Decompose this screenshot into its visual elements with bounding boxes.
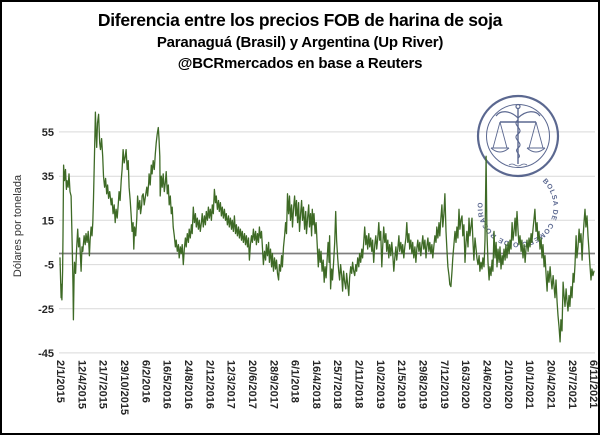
x-tick-label: 6/11/2021 <box>587 360 599 408</box>
x-tick-label: 24/6/2020 <box>481 360 493 409</box>
x-tick-label: 29/8/2019 <box>417 360 429 409</box>
y-tick-label: 35 <box>42 171 54 183</box>
caduceus-and-scales-icon <box>490 103 546 167</box>
chart-source: @BCRmercados en base a Reuters <box>177 55 423 72</box>
y-tick-label: 15 <box>42 215 54 227</box>
axis-labels: 55 35 15 -5 -25 -452/1/2015 12/4/2015 21/7/2015… <box>38 127 599 415</box>
title-block: Diferencia entre los precios FOB de hari… <box>2 9 598 74</box>
x-tick-label: 12/3/2017 <box>225 360 237 409</box>
x-tick-label: 10/1/2021 <box>523 360 535 409</box>
x-tick-label: 16/4/2018 <box>310 360 322 409</box>
price-difference-line <box>59 111 595 343</box>
x-tick-label: 29/7/2021 <box>566 360 578 409</box>
x-tick-label: 2/12/2016 <box>203 360 215 409</box>
x-tick-label: 29/10/2015 <box>118 360 130 415</box>
chart-subtitle: Paranaguá (Brasil) y Argentina (Up River… <box>156 34 444 51</box>
x-tick-label: 6/1/2018 <box>289 360 301 403</box>
x-tick-label: 16/5/2016 <box>161 360 173 409</box>
x-tick-label: 16/3/2020 <box>459 360 471 409</box>
x-tick-label: 24/8/2016 <box>182 360 194 409</box>
x-tick-label: 2/10/2020 <box>502 360 514 409</box>
y-tick-label: -5 <box>44 260 54 272</box>
x-tick-label: 2/11/2018 <box>353 360 365 408</box>
x-tick-label: 25/7/2018 <box>331 360 343 409</box>
y-tick-label: 55 <box>42 127 54 139</box>
x-tick-label: 21/7/2015 <box>97 360 109 409</box>
x-tick-label: 28/9/2017 <box>267 360 279 409</box>
x-tick-label: 20/4/2021 <box>545 360 557 409</box>
x-tick-label: 21/5/2019 <box>395 360 407 409</box>
y-tick-label: -25 <box>38 304 54 316</box>
chart-title: Diferencia entre los precios FOB de hari… <box>97 10 503 30</box>
x-tick-label: 2/1/2015 <box>54 360 66 403</box>
x-tick-label: 6/2/2016 <box>139 360 151 403</box>
x-tick-label: 10/2/2019 <box>374 360 386 409</box>
x-tick-label: 12/4/2015 <box>75 360 87 409</box>
x-tick-label: 7/12/2019 <box>438 360 450 409</box>
x-tick-label: 20/6/2017 <box>246 360 258 409</box>
y-tick-label: -45 <box>38 348 54 360</box>
data-series <box>59 111 595 343</box>
logo-outer-circle <box>476 94 560 178</box>
